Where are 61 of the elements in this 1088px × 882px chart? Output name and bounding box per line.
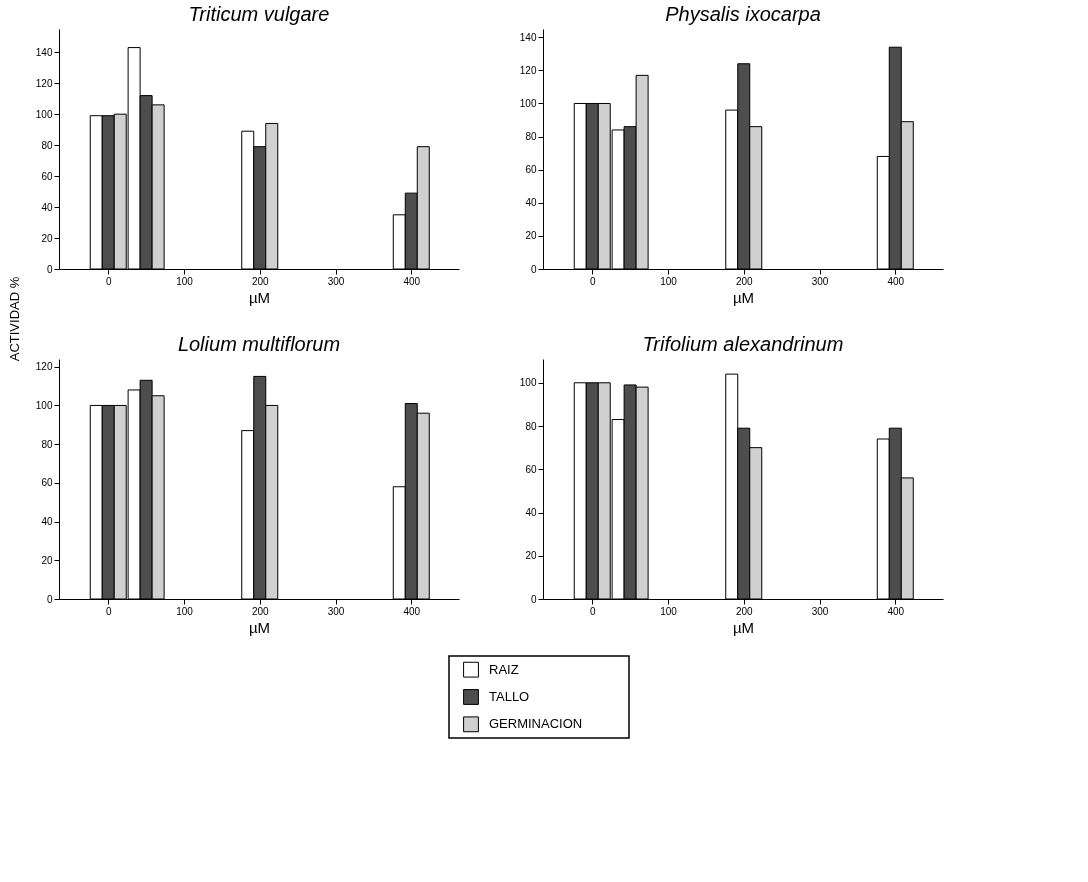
x-tick-label: 0 — [105, 275, 112, 287]
y-tick-label: 0 — [46, 593, 53, 605]
chart-title: Physalis ixocarpa — [665, 3, 821, 25]
y-tick-label: 60 — [41, 477, 53, 489]
y-tick-label: 20 — [525, 230, 537, 242]
y-tick-label: 20 — [41, 554, 53, 566]
y-tick-label: 120 — [519, 64, 537, 76]
legend-label: TALLO — [489, 689, 530, 704]
x-tick-label: 400 — [887, 605, 905, 617]
x-tick-label: 400 — [887, 275, 905, 287]
y-tick-label: 0 — [530, 593, 537, 605]
y-tick-label: 0 — [46, 263, 53, 275]
x-tick-label: 200 — [735, 275, 754, 287]
legend-label: RAIZ — [489, 661, 519, 677]
y-tick-label: 80 — [525, 420, 537, 432]
y-tick-label: 60 — [525, 164, 537, 176]
x-tick-label: 200 — [735, 605, 754, 617]
x-tick-label: 0 — [589, 605, 596, 617]
y-tick-label: 20 — [525, 550, 537, 562]
y-tick-label: 100 — [519, 377, 537, 389]
x-tick-label: 100 — [176, 605, 194, 617]
x-axis-title: µM — [732, 618, 755, 636]
y-tick-label: 40 — [525, 507, 537, 519]
x-tick-label: 100 — [660, 605, 678, 617]
x-tick-label: 300 — [327, 275, 345, 287]
x-tick-label: 0 — [105, 605, 112, 617]
x-tick-label: 200 — [251, 605, 270, 617]
x-tick-label: 400 — [403, 275, 421, 287]
y-tick-label: 60 — [41, 170, 53, 182]
y-tick-label: 80 — [525, 131, 537, 143]
y-tick-label: 100 — [519, 97, 537, 109]
x-tick-label: 300 — [811, 275, 829, 287]
y-tick-label: 80 — [41, 139, 53, 151]
x-tick-label: 300 — [811, 605, 829, 617]
x-tick-label: 400 — [403, 605, 421, 617]
y-axis-title: ACTIVIDAD % — [7, 276, 22, 362]
y-tick-label: 40 — [41, 516, 53, 528]
y-tick-label: 120 — [35, 77, 53, 89]
y-tick-label: 120 — [35, 361, 53, 373]
x-axis-title: µM — [248, 288, 271, 306]
y-tick-label: 100 — [35, 399, 53, 411]
chart-title: Triticum vulgare — [188, 3, 330, 25]
y-tick-label: 0 — [530, 263, 537, 275]
x-tick-label: 300 — [327, 605, 345, 617]
chart-title: Lolium multiflorum — [177, 333, 341, 355]
y-tick-label: 20 — [41, 232, 53, 244]
chart-title: Trifolium alexandrinum — [642, 333, 844, 355]
y-tick-label: 40 — [525, 197, 537, 209]
y-tick-label: 40 — [41, 201, 53, 213]
y-tick-label: 140 — [519, 31, 537, 43]
y-tick-label: 140 — [35, 46, 53, 58]
y-tick-label: 80 — [41, 438, 53, 450]
x-axis-title: µM — [248, 618, 271, 636]
x-tick-label: 100 — [660, 275, 678, 287]
y-tick-label: 60 — [525, 463, 537, 475]
legend-label: GERMINACION — [489, 716, 583, 732]
y-tick-label: 100 — [35, 108, 53, 120]
x-tick-label: 100 — [176, 275, 194, 287]
x-tick-label: 0 — [589, 275, 596, 287]
x-tick-label: 200 — [251, 275, 270, 287]
x-axis-title: µM — [732, 288, 755, 306]
